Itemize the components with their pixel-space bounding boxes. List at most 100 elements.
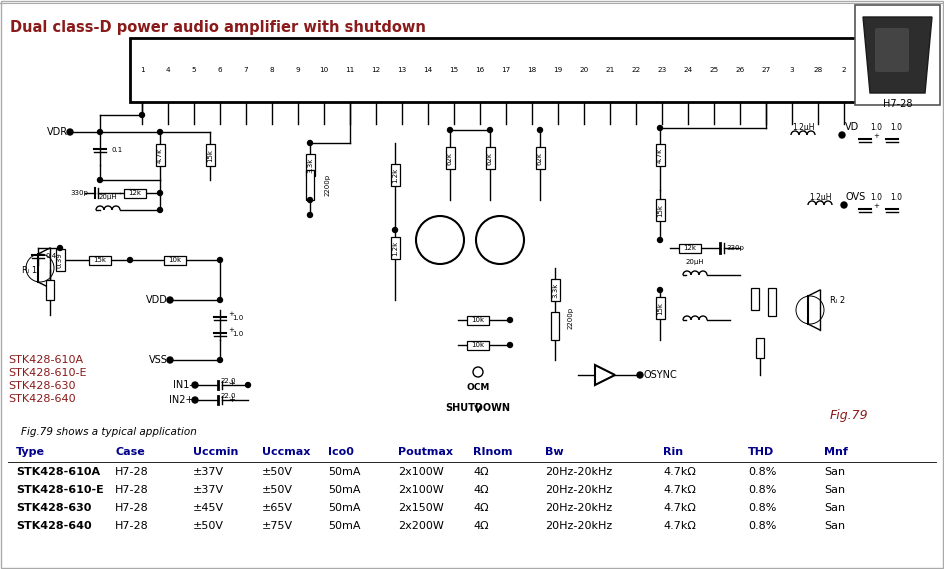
Text: ±75V: ±75V bbox=[262, 521, 294, 531]
Circle shape bbox=[839, 132, 845, 138]
Bar bbox=[551, 312, 559, 340]
Text: San: San bbox=[824, 521, 845, 531]
Text: OSYNC: OSYNC bbox=[643, 370, 677, 380]
Circle shape bbox=[487, 127, 493, 133]
Text: 4: 4 bbox=[166, 67, 170, 73]
Text: 9: 9 bbox=[295, 67, 300, 73]
Text: 22: 22 bbox=[632, 67, 641, 73]
Text: 1.0: 1.0 bbox=[870, 122, 882, 131]
Text: 4.7k: 4.7k bbox=[157, 147, 163, 163]
Circle shape bbox=[97, 130, 103, 134]
Bar bbox=[467, 315, 489, 324]
Circle shape bbox=[658, 237, 663, 242]
Text: San: San bbox=[824, 485, 845, 495]
Text: +: + bbox=[228, 327, 234, 333]
Text: 50mA: 50mA bbox=[328, 521, 361, 531]
Text: 3.3k: 3.3k bbox=[307, 157, 313, 172]
Bar bbox=[535, 147, 545, 169]
Text: H7-28: H7-28 bbox=[115, 503, 149, 513]
Text: 50mA: 50mA bbox=[328, 467, 361, 477]
Text: 15k: 15k bbox=[93, 257, 107, 263]
Text: 330p: 330p bbox=[726, 245, 744, 251]
Text: ±37V: ±37V bbox=[193, 467, 224, 477]
Circle shape bbox=[217, 357, 223, 362]
Text: 50mA: 50mA bbox=[328, 503, 361, 513]
Text: H7-28: H7-28 bbox=[883, 99, 912, 109]
Bar bbox=[655, 297, 665, 319]
Circle shape bbox=[97, 178, 103, 183]
Text: 0.39: 0.39 bbox=[57, 252, 63, 268]
Circle shape bbox=[537, 127, 543, 133]
Text: 1.0: 1.0 bbox=[232, 331, 244, 337]
Text: 10k: 10k bbox=[471, 342, 484, 348]
Circle shape bbox=[308, 212, 312, 217]
Text: 4.7: 4.7 bbox=[47, 284, 53, 295]
Text: ±65V: ±65V bbox=[262, 503, 293, 513]
Text: H7-28: H7-28 bbox=[115, 485, 149, 495]
Text: THD: THD bbox=[748, 447, 774, 457]
Text: Rₗ 2: Rₗ 2 bbox=[830, 295, 845, 304]
Bar bbox=[756, 338, 764, 358]
Text: Dual class-D power audio amplifier with shutdown: Dual class-D power audio amplifier with … bbox=[10, 20, 426, 35]
Text: 12k: 12k bbox=[128, 190, 142, 196]
Text: 1.2k: 1.2k bbox=[392, 240, 398, 255]
Text: 28: 28 bbox=[814, 67, 822, 73]
Bar bbox=[391, 164, 399, 186]
Bar bbox=[446, 147, 454, 169]
Text: 4Ω: 4Ω bbox=[473, 467, 489, 477]
Bar bbox=[751, 288, 759, 310]
Bar bbox=[485, 147, 495, 169]
Text: STK428-640: STK428-640 bbox=[16, 521, 92, 531]
Text: SHUTDOWN: SHUTDOWN bbox=[446, 403, 511, 413]
Text: 4.7k: 4.7k bbox=[657, 147, 663, 163]
Text: 0.8%: 0.8% bbox=[748, 521, 776, 531]
Text: ±50V: ±50V bbox=[262, 467, 293, 477]
Text: STK428-640: STK428-640 bbox=[8, 394, 76, 404]
Text: Mnf: Mnf bbox=[824, 447, 848, 457]
Text: 1.2μH: 1.2μH bbox=[809, 192, 832, 201]
Text: 2200p: 2200p bbox=[568, 307, 574, 329]
Text: STK428-610-E: STK428-610-E bbox=[8, 368, 87, 378]
Text: 12: 12 bbox=[371, 67, 380, 73]
Text: +: + bbox=[873, 133, 879, 139]
Text: +: + bbox=[873, 203, 879, 209]
Bar bbox=[130, 38, 856, 102]
Circle shape bbox=[508, 343, 513, 348]
Circle shape bbox=[158, 208, 162, 212]
Circle shape bbox=[192, 397, 198, 403]
Bar bbox=[655, 144, 665, 166]
Circle shape bbox=[127, 258, 132, 262]
Text: STK428-610-E: STK428-610-E bbox=[16, 485, 104, 495]
Text: 0.8%: 0.8% bbox=[748, 485, 776, 495]
Text: 4Ω: 4Ω bbox=[473, 521, 489, 531]
Bar bbox=[156, 144, 164, 166]
Text: 12k: 12k bbox=[683, 245, 697, 251]
Text: Uccmin: Uccmin bbox=[193, 447, 239, 457]
Text: 10k: 10k bbox=[471, 317, 484, 323]
Bar bbox=[768, 288, 776, 316]
Text: OCM: OCM bbox=[466, 383, 490, 392]
Text: 4.7kΩ: 4.7kΩ bbox=[663, 521, 696, 531]
Text: 1.0: 1.0 bbox=[232, 315, 244, 321]
Circle shape bbox=[58, 245, 62, 250]
Text: 2200p: 2200p bbox=[325, 174, 331, 196]
Text: 10k: 10k bbox=[168, 257, 181, 263]
Text: H7-28: H7-28 bbox=[115, 521, 149, 531]
FancyBboxPatch shape bbox=[875, 28, 909, 72]
Text: 2x150W: 2x150W bbox=[398, 503, 444, 513]
Bar bbox=[655, 199, 665, 221]
Text: VD: VD bbox=[845, 122, 859, 132]
Circle shape bbox=[308, 141, 312, 146]
Circle shape bbox=[658, 126, 663, 130]
Text: 4.7kΩ: 4.7kΩ bbox=[663, 485, 696, 495]
Text: Ico0: Ico0 bbox=[328, 447, 354, 457]
Text: STK428-610A: STK428-610A bbox=[16, 467, 100, 477]
Circle shape bbox=[508, 318, 513, 323]
Text: 50mA: 50mA bbox=[328, 485, 361, 495]
Text: +: + bbox=[228, 380, 235, 389]
Text: 22.0: 22.0 bbox=[221, 393, 237, 399]
Text: 0.47: 0.47 bbox=[769, 292, 775, 308]
Text: 11: 11 bbox=[346, 67, 355, 73]
Text: 8: 8 bbox=[270, 67, 275, 73]
Text: 20Hz-20kHz: 20Hz-20kHz bbox=[545, 485, 613, 495]
